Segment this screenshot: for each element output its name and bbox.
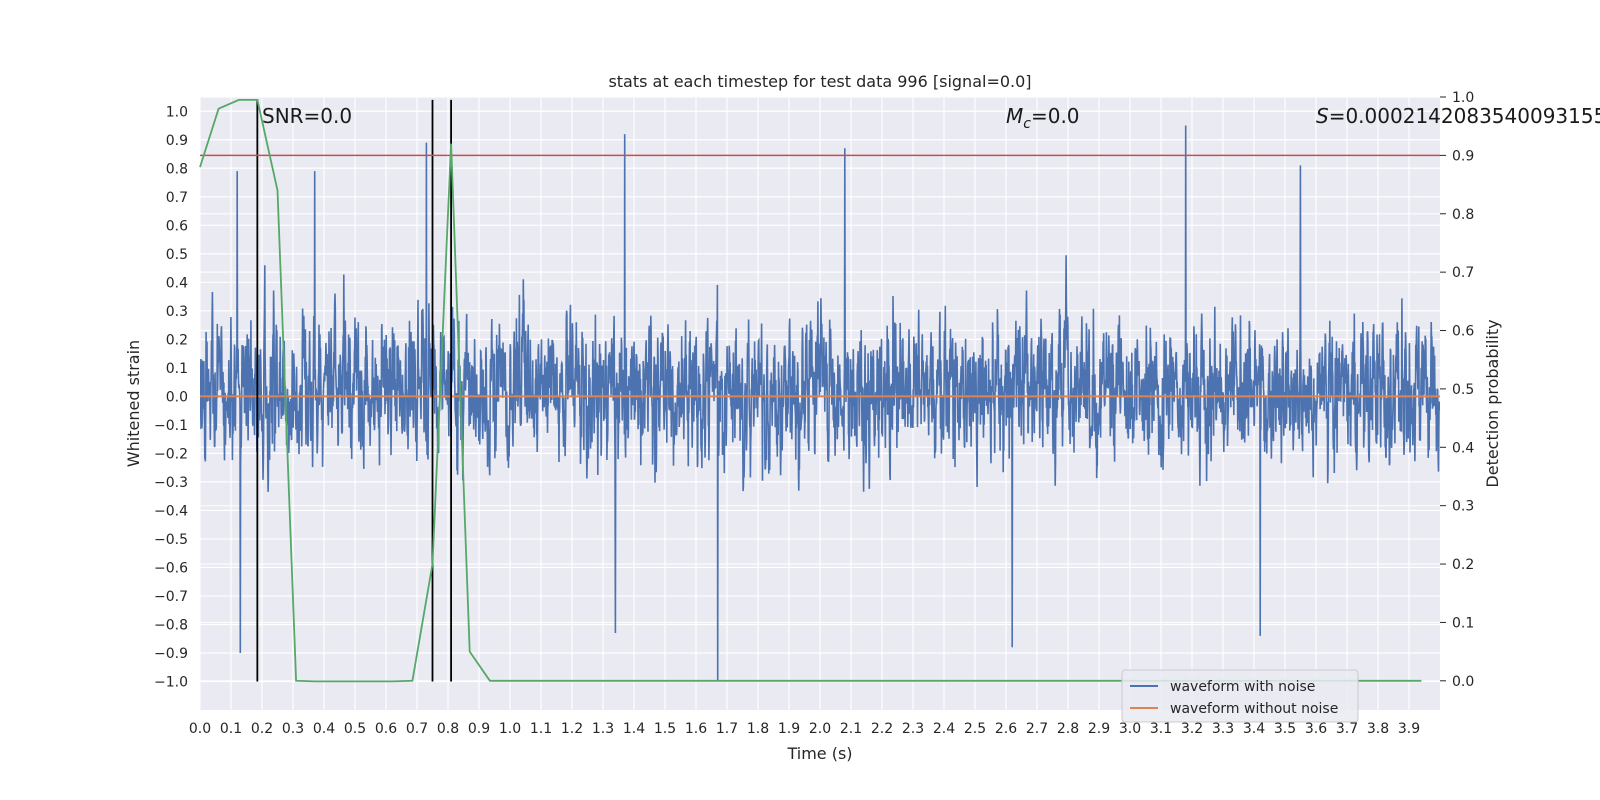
y2-tick-label: 0.4 (1452, 440, 1474, 456)
y-tick-label: 0.6 (166, 218, 188, 234)
legend: waveform with noise waveform without noi… (1121, 669, 1359, 723)
series-detection-probability (199, 99, 1422, 683)
y2-axis-label: Detection probability (1483, 319, 1502, 487)
x-tick-label: 3.9 (1398, 721, 1420, 737)
x-tick-label: 3.2 (1181, 721, 1203, 737)
series-waveform-with-noise (200, 125, 1440, 682)
x-tick-label: 2.4 (933, 721, 955, 737)
y2-axis-ticks: 1.0 0.9 0.8 0.7 0.6 0.5 0.4 0.3 0.2 0.1 0.0 (1440, 90, 1474, 690)
x-tick-label: 2.8 (1057, 721, 1079, 737)
x-tick-label: 3.5 (1274, 721, 1296, 737)
x-tick-label: 0.0 (189, 721, 211, 737)
annotations: SNR=0.0 Mc=0.0 S=0.0002142083540093155 (262, 104, 1600, 132)
y2-tick-label: 0.5 (1452, 382, 1474, 398)
legend-box (1121, 669, 1359, 723)
x-tick-label: 0.7 (406, 721, 428, 737)
y-tick-label: −0.2 (154, 446, 188, 462)
legend-label-waveform-without-noise: waveform without noise (1170, 701, 1338, 717)
annotation-s-value: S=0.0002142083540093155 (1316, 104, 1600, 128)
y-tick-label: 0.8 (166, 161, 188, 177)
x-tick-label: 1.0 (499, 721, 521, 737)
y-axis-ticks: 1.0 0.9 0.8 0.7 0.6 0.5 0.4 0.3 0.2 0.1 0.0 −0.1 −0.… (154, 104, 188, 690)
x-tick-label: 0.2 (251, 721, 273, 737)
noise-line (200, 125, 1440, 682)
y-tick-label: −0.6 (154, 560, 188, 576)
y-tick-label: −0.4 (154, 503, 188, 519)
x-tick-label: 1.6 (685, 721, 707, 737)
y2-tick-label: 0.7 (1452, 265, 1474, 281)
legend-label-waveform-with-noise: waveform with noise (1170, 679, 1315, 695)
x-tick-label: 3.8 (1367, 721, 1389, 737)
y-tick-label: 0.1 (166, 361, 188, 377)
chart-title: stats at each timestep for test data 996… (608, 72, 1031, 91)
x-tick-label: 3.0 (1119, 721, 1141, 737)
x-tick-label: 0.9 (468, 721, 490, 737)
annotation-s-number: =0.0002142083540093155 (1329, 104, 1600, 128)
annotation-chirp-mass-subscript: c (1023, 116, 1031, 132)
plot-area (199, 99, 1440, 683)
x-tick-label: 0.8 (437, 721, 459, 737)
x-tick-label: 1.8 (747, 721, 769, 737)
annotation-chirp-mass-value: =0.0 (1031, 104, 1080, 128)
x-tick-label: 2.3 (902, 721, 924, 737)
x-tick-label: 1.1 (530, 721, 552, 737)
y2-tick-label: 0.2 (1452, 557, 1474, 573)
y-tick-label: −0.1 (154, 418, 188, 434)
y-tick-label: −1.0 (154, 674, 188, 690)
x-tick-label: 2.0 (809, 721, 831, 737)
y-tick-label: 0.3 (166, 304, 188, 320)
x-tick-label: 0.1 (220, 721, 242, 737)
y-tick-label: 1.0 (166, 104, 188, 120)
x-tick-label: 0.3 (282, 721, 304, 737)
y2-tick-label: 0.1 (1452, 615, 1474, 631)
x-tick-label: 1.9 (778, 721, 800, 737)
y-tick-label: 0.7 (166, 190, 188, 206)
x-tick-label: 1.3 (592, 721, 614, 737)
x-tick-label: 0.6 (375, 721, 397, 737)
annotation-chirp-mass: Mc=0.0 (1006, 104, 1080, 132)
x-tick-label: 0.5 (344, 721, 366, 737)
annotation-s-symbol: S (1316, 104, 1329, 128)
y-tick-label: 0.4 (166, 275, 188, 291)
y-tick-label: −0.3 (154, 475, 188, 491)
y2-tick-label: 0.9 (1452, 148, 1474, 164)
x-tick-label: 2.2 (871, 721, 893, 737)
vertical-markers (256, 99, 453, 682)
y-axis-label: Whitened strain (124, 340, 143, 467)
x-tick-label: 2.1 (840, 721, 862, 737)
x-tick-label: 3.7 (1336, 721, 1358, 737)
y2-tick-label: 0.8 (1452, 207, 1474, 223)
x-tick-label: 0.4 (313, 721, 335, 737)
y-tick-label: −0.5 (154, 532, 188, 548)
x-tick-label: 2.7 (1026, 721, 1048, 737)
y2-tick-label: 1.0 (1452, 90, 1474, 106)
y2-tick-label: 0.3 (1452, 499, 1474, 515)
y-tick-label: 0.9 (166, 133, 188, 149)
x-tick-label: 1.5 (654, 721, 676, 737)
y-tick-label: −0.9 (154, 646, 188, 662)
y2-tick-label: 0.6 (1452, 324, 1474, 340)
y-tick-label: −0.7 (154, 589, 188, 605)
x-tick-label: 3.4 (1243, 721, 1265, 737)
annotation-snr: SNR=0.0 (262, 104, 352, 128)
y2-tick-label: 0.0 (1452, 674, 1474, 690)
x-tick-label: 3.1 (1150, 721, 1172, 737)
x-tick-label: 2.5 (964, 721, 986, 737)
x-tick-label: 2.6 (995, 721, 1017, 737)
x-tick-label: 1.4 (623, 721, 645, 737)
x-axis-label: Time (s) (786, 744, 852, 763)
y-tick-label: 0.2 (166, 332, 188, 348)
x-axis-ticks: 0.0 0.1 0.2 0.3 0.4 0.5 0.6 0.7 0.8 0.9 1.0 1.1 1.2 1… (189, 721, 1420, 737)
x-tick-label: 1.2 (561, 721, 583, 737)
x-tick-label: 2.9 (1088, 721, 1110, 737)
y-tick-label: 0.0 (166, 389, 188, 405)
annotation-chirp-mass-symbol: M (1006, 104, 1023, 128)
x-tick-label: 3.3 (1212, 721, 1234, 737)
x-tick-label: 3.6 (1305, 721, 1327, 737)
y-tick-label: 0.5 (166, 247, 188, 263)
probability-line (199, 99, 1422, 683)
y-tick-label: −0.8 (154, 617, 188, 633)
x-tick-label: 1.7 (716, 721, 738, 737)
